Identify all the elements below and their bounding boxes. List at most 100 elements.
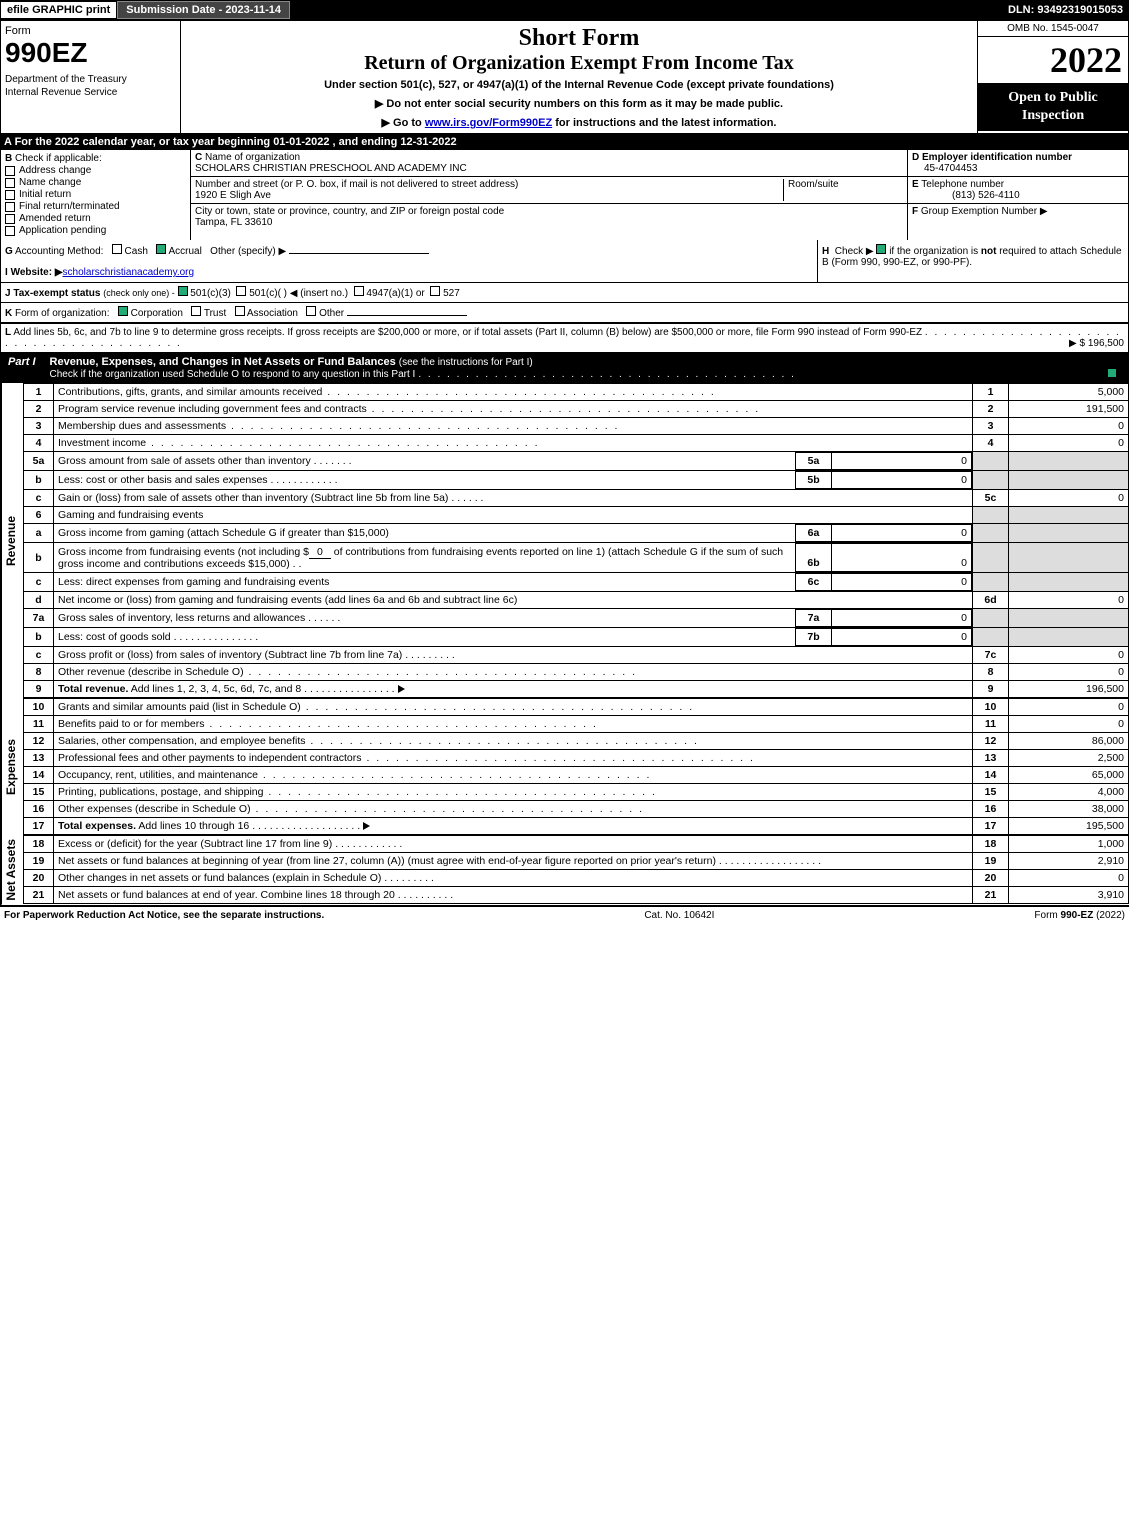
line-17: 17Total expenses. Add lines 10 through 1… [24,818,1129,835]
efile-button[interactable]: efile GRAPHIC print [0,1,117,19]
association-label: Association [247,308,298,319]
chk-application-pending[interactable]: Application pending [5,225,186,236]
netassets-side-label: Net Assets [1,835,23,905]
checkbox-icon [5,226,15,236]
line-18: 18Excess or (deficit) for the year (Subt… [24,836,1129,853]
527-label: 527 [443,288,460,299]
check-text: Check ▶ [835,246,874,257]
other-input[interactable] [289,253,429,254]
line-5b: bLess: cost or other basis and sales exp… [24,471,1129,490]
checkbox-checked-icon[interactable] [156,244,166,254]
d-label: D [912,152,919,163]
street-value: 1920 E Sligh Ave [195,190,271,201]
other-org-input[interactable] [347,315,467,316]
ein-label: Employer identification number [922,152,1072,163]
f-label: F [912,206,918,217]
goto-post: for instructions and the latest informat… [552,117,776,129]
accounting-label: Accounting Method: [15,246,103,257]
section-f: F Group Exemption Number ▶ [908,204,1128,219]
checkbox-icon [5,178,15,188]
section-e: E Telephone number (813) 526-4110 [908,177,1128,204]
form-org-label: Form of organization: [15,308,110,319]
org-name: SCHOLARS CHRISTIAN PRESCHOOL AND ACADEMY… [195,163,467,174]
name-label: Name of organization [205,152,300,163]
chk-final-return[interactable]: Final return/terminated [5,201,186,212]
line-6d: dNet income or (loss) from gaming and fu… [24,592,1129,609]
checkbox-icon[interactable] [306,306,316,316]
gross-receipts-value: ▶ $ 196,500 [1069,338,1124,349]
part1-header: Part I Revenue, Expenses, and Changes in… [0,353,1129,383]
chk-name-change[interactable]: Name change [5,177,186,188]
checkbox-icon[interactable] [235,306,245,316]
subtitle: Under section 501(c), 527, or 4947(a)(1)… [185,79,973,91]
checkbox-checked-icon[interactable] [876,244,886,254]
ein-value: 45-4704453 [912,163,977,174]
section-g: G Accounting Method: Cash Accrual Other … [1,240,818,282]
title-cell: Short Form Return of Organization Exempt… [181,21,978,133]
line-9: 9Total revenue. Add lines 1, 2, 3, 4, 5c… [24,681,1129,698]
check-only-one: (check only one) - [103,288,175,298]
revenue-table: 1Contributions, gifts, grants, and simil… [23,383,1129,698]
checkbox-icon[interactable] [430,286,440,296]
dln-label: DLN: 93492319015053 [1002,2,1129,18]
l-text: Add lines 5b, 6c, and 7b to line 9 to de… [13,327,922,338]
schedule-o-checkbox-icon[interactable] [1107,368,1117,378]
group-exemption-label: Group Exemption Number ▶ [921,206,1048,217]
section-i: I Website: ▶scholarschristianacademy.org [5,267,813,278]
website-link[interactable]: scholarschristianacademy.org [63,267,195,278]
org-info-block: B Check if applicable: Address change Na… [0,150,1129,240]
paperwork-notice: For Paperwork Reduction Act Notice, see … [4,910,324,921]
line-8: 8Other revenue (describe in Schedule O)8… [24,664,1129,681]
h-label: H [822,246,829,257]
cash-label: Cash [125,246,148,257]
form-header: Form 990EZ Department of the Treasury In… [0,20,1129,134]
checkbox-icon[interactable] [354,286,364,296]
goto-pre: ▶ Go to [382,117,425,129]
short-form-title: Short Form [185,25,973,52]
open-public: Open to Public Inspection [978,83,1128,131]
line-7b: bLess: cost of goods sold . . . . . . . … [24,628,1129,647]
line-6c: cLess: direct expenses from gaming and f… [24,573,1129,592]
4947-label: 4947(a)(1) or [366,288,424,299]
chk-address-change[interactable]: Address change [5,165,186,176]
cat-no: Cat. No. 10642I [644,910,714,921]
section-l: L Add lines 5b, 6c, and 7b to line 9 to … [0,324,1129,353]
street-label: Number and street (or P. O. box, if mail… [195,179,518,190]
line-2: 2Program service revenue including gover… [24,401,1129,418]
checkbox-icon[interactable] [112,244,122,254]
checkbox-checked-icon[interactable] [178,286,188,296]
section-c: C Name of organization SCHOLARS CHRISTIA… [191,150,908,240]
part1-label: Part I [0,353,44,371]
line-1: 1Contributions, gifts, grants, and simil… [24,384,1129,401]
chk-amended-return[interactable]: Amended return [5,213,186,224]
city-value: Tampa, FL 33610 [195,217,272,228]
section-b: B Check if applicable: Address change Na… [1,150,191,240]
phone-label: Telephone number [921,179,1004,190]
checkbox-icon [5,202,15,212]
checkbox-checked-icon[interactable] [118,306,128,316]
501c-label: 501(c)( ) ◀ (insert no.) [249,288,348,299]
expenses-side-label: Expenses [1,698,23,835]
line-20: 20Other changes in net assets or fund ba… [24,870,1129,887]
irs-link[interactable]: www.irs.gov/Form990EZ [425,117,552,129]
goto-line: ▶ Go to www.irs.gov/Form990EZ for instru… [185,116,973,129]
line-13: 13Professional fees and other payments t… [24,750,1129,767]
line-10: 10Grants and similar amounts paid (list … [24,699,1129,716]
line-19: 19Net assets or fund balances at beginni… [24,853,1129,870]
line-21: 21Net assets or fund balances at end of … [24,887,1129,904]
line-5c: cGain or (loss) from sale of assets othe… [24,490,1129,507]
submission-date-button[interactable]: Submission Date - 2023-11-14 [117,1,290,19]
line-7a: 7aGross sales of inventory, less returns… [24,609,1129,628]
j-label: J [5,288,11,299]
e-label: E [912,179,919,190]
checkbox-icon[interactable] [191,306,201,316]
checkbox-icon [5,166,15,176]
line-11: 11Benefits paid to or for members110 [24,716,1129,733]
city-row: City or town, state or province, country… [191,204,907,230]
other-label: Other (specify) ▶ [210,246,286,257]
checkbox-icon[interactable] [236,286,246,296]
part1-title: Revenue, Expenses, and Changes in Net As… [44,353,1129,383]
chk-initial-return[interactable]: Initial return [5,189,186,200]
line-14: 14Occupancy, rent, utilities, and mainte… [24,767,1129,784]
omb-number: OMB No. 1545-0047 [978,21,1128,37]
